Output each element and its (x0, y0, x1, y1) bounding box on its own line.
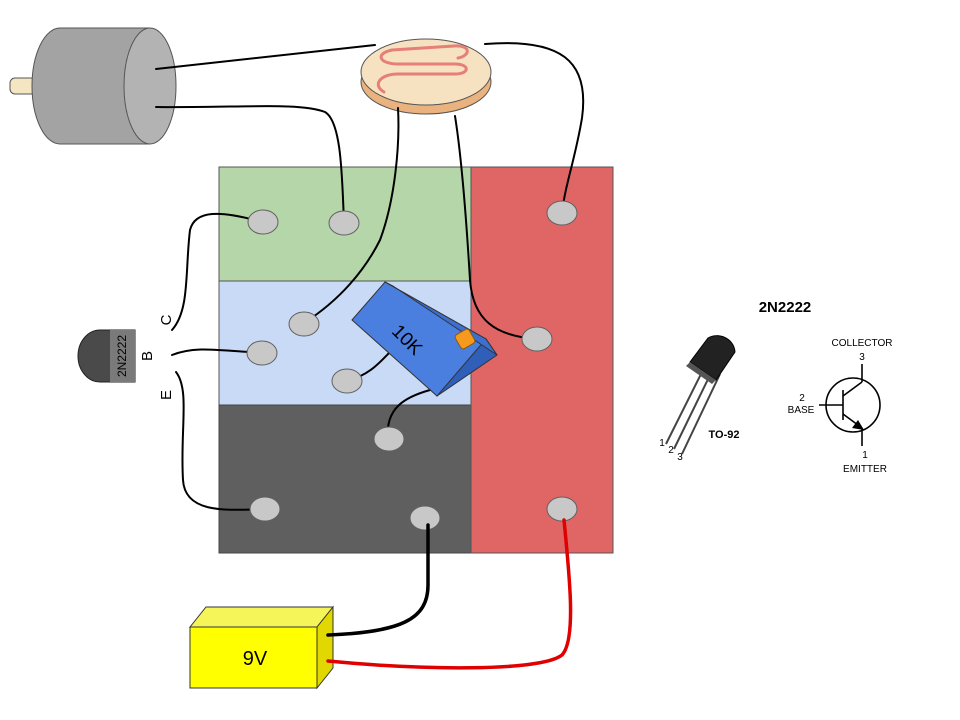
to92-lead-1 (665, 367, 705, 445)
base-label: BASE (788, 405, 815, 416)
transistor-part: 2N2222 (115, 335, 129, 377)
transistor-pin-c: C (158, 314, 175, 325)
battery-top (188, 606, 335, 628)
pad (328, 210, 360, 236)
emitter-number: 1 (862, 450, 868, 461)
to92-lead-2 (673, 370, 713, 450)
ldr-face (360, 38, 492, 106)
pad (546, 200, 578, 226)
battery: 9V (188, 605, 335, 690)
collector-number: 3 (859, 352, 865, 363)
breadboard (218, 166, 614, 554)
reference-title: 2N2222 (759, 299, 812, 316)
to92-lead-3 (681, 373, 721, 455)
motor-end-cap (123, 27, 177, 145)
pot-end (384, 281, 498, 356)
collector-label: COLLECTOR (832, 338, 893, 349)
to92-pin-3: 3 (677, 452, 683, 463)
ldr-trace (376, 44, 469, 94)
battery-side (316, 605, 334, 690)
wire-ldr-to-red (484, 42, 585, 214)
transistor-pin-e: E (158, 390, 175, 400)
wire-battery-positive (326, 518, 573, 670)
to92-face (686, 362, 716, 384)
wire-ldr-to-red-mid (454, 115, 538, 340)
pad (546, 496, 578, 522)
pad (409, 505, 441, 531)
npn-emitter-arrow (852, 420, 864, 430)
to92-pin-1: 1 (659, 438, 665, 449)
battery-label: 9V (243, 648, 268, 670)
pads (246, 200, 578, 531)
wire-emitter (175, 371, 266, 511)
npn-collector-lead (842, 381, 863, 397)
pad (373, 426, 405, 452)
transistor: 2N2222 C B E (77, 314, 175, 400)
pot-knob (454, 328, 476, 350)
motor-body (31, 27, 151, 145)
photoresistor (360, 38, 492, 115)
to92-label: TO-92 (709, 429, 740, 441)
pad (331, 368, 363, 394)
potentiometer: 10K (351, 281, 498, 397)
emitter-label: EMITTER (843, 464, 887, 475)
wire-ldr-to-blue (303, 107, 400, 324)
motor (9, 27, 177, 145)
reference-panel: 2N2222 1 2 3 TO-92 COLLECTOR 3 2 B (659, 299, 892, 475)
pad (246, 340, 278, 366)
dark-region (218, 404, 472, 554)
pad (247, 209, 279, 235)
wire-motor-to-ldr (155, 44, 376, 70)
to92-pin-2: 2 (668, 445, 674, 456)
to92-body (689, 335, 736, 381)
wire-motor-to-green (155, 105, 345, 223)
to92-package: 1 2 3 TO-92 (659, 335, 740, 463)
wire-collector (171, 212, 263, 331)
transistor-label-strip (110, 330, 135, 382)
base-number: 2 (799, 393, 805, 404)
pad (521, 326, 553, 352)
transistor-pin-b: B (139, 351, 156, 361)
red-region (470, 166, 614, 554)
pad (288, 311, 320, 337)
pad (249, 496, 281, 522)
wire-battery-negative (326, 523, 430, 637)
npn-symbol: COLLECTOR 3 2 BASE 1 EMITTER (788, 338, 893, 475)
